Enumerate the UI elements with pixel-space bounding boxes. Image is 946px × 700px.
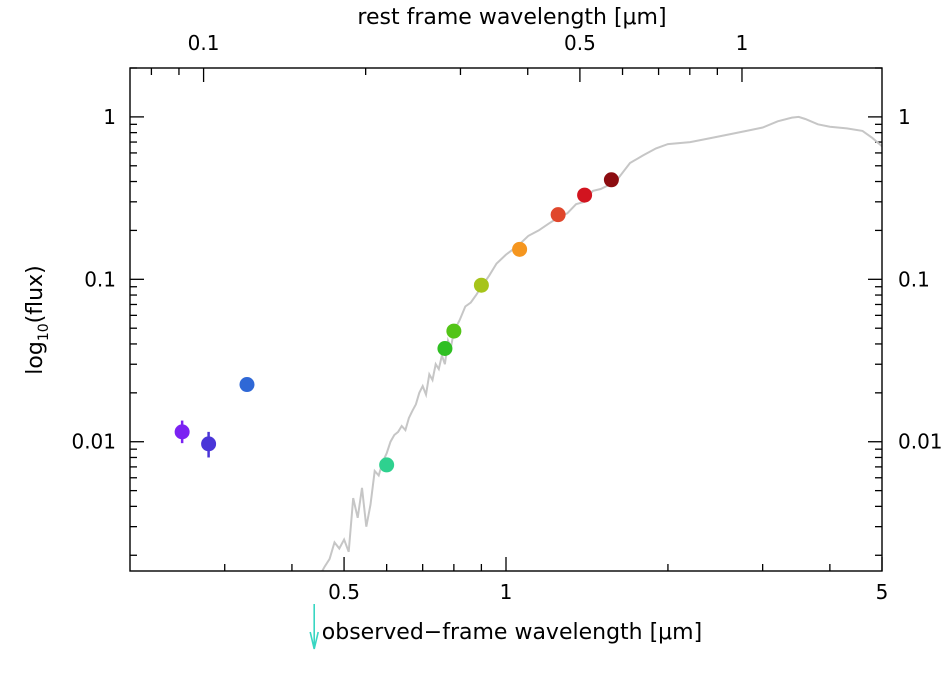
y-axis-label: log10(flux) bbox=[23, 265, 52, 374]
x-tick-label: 5 bbox=[876, 580, 889, 604]
y-tick-label-left: 0.1 bbox=[84, 267, 116, 291]
axis-ticks bbox=[130, 67, 883, 571]
y-axis-label-base: log bbox=[23, 341, 48, 375]
top-tick-label: 0.1 bbox=[188, 31, 220, 55]
data-point bbox=[239, 377, 255, 393]
x-axis-label-bottom: observed−frame wavelength [μm] bbox=[322, 620, 702, 645]
y-tick-label-right: 1 bbox=[898, 105, 911, 129]
y-axis-label-subscript: 10 bbox=[36, 323, 52, 341]
model-sed-curve bbox=[321, 115, 882, 571]
data-point bbox=[379, 457, 395, 473]
plot-frame bbox=[129, 67, 883, 572]
top-tick-label: 1 bbox=[736, 31, 749, 55]
y-tick-label-right: 0.01 bbox=[898, 430, 943, 454]
tick-labels: 0.5 1 5 0.1 0.5 1 0.01 0.01 0.1 0.1 1 1 bbox=[71, 31, 942, 604]
data-point bbox=[446, 323, 462, 339]
data-point bbox=[174, 424, 190, 440]
top-tick-label: 0.5 bbox=[564, 31, 596, 55]
data-point bbox=[577, 187, 593, 203]
data-point bbox=[603, 172, 619, 188]
data-point bbox=[473, 277, 489, 293]
data-point bbox=[512, 241, 528, 257]
y-axis-label-rest: (flux) bbox=[23, 265, 48, 323]
upper-limit-arrow bbox=[309, 604, 319, 650]
x-tick-label: 1 bbox=[500, 580, 513, 604]
photometry-points bbox=[174, 172, 619, 473]
y-tick-label-right: 0.1 bbox=[898, 267, 930, 291]
x-tick-label: 0.5 bbox=[328, 580, 360, 604]
x-axis-label-top: rest frame wavelength [μm] bbox=[357, 5, 666, 30]
data-point bbox=[550, 207, 566, 223]
y-tick-label-left: 0.01 bbox=[71, 430, 116, 454]
y-tick-label-left: 1 bbox=[103, 105, 116, 129]
data-point bbox=[437, 340, 453, 356]
data-point bbox=[201, 436, 217, 452]
upper-limit-head bbox=[309, 631, 319, 650]
